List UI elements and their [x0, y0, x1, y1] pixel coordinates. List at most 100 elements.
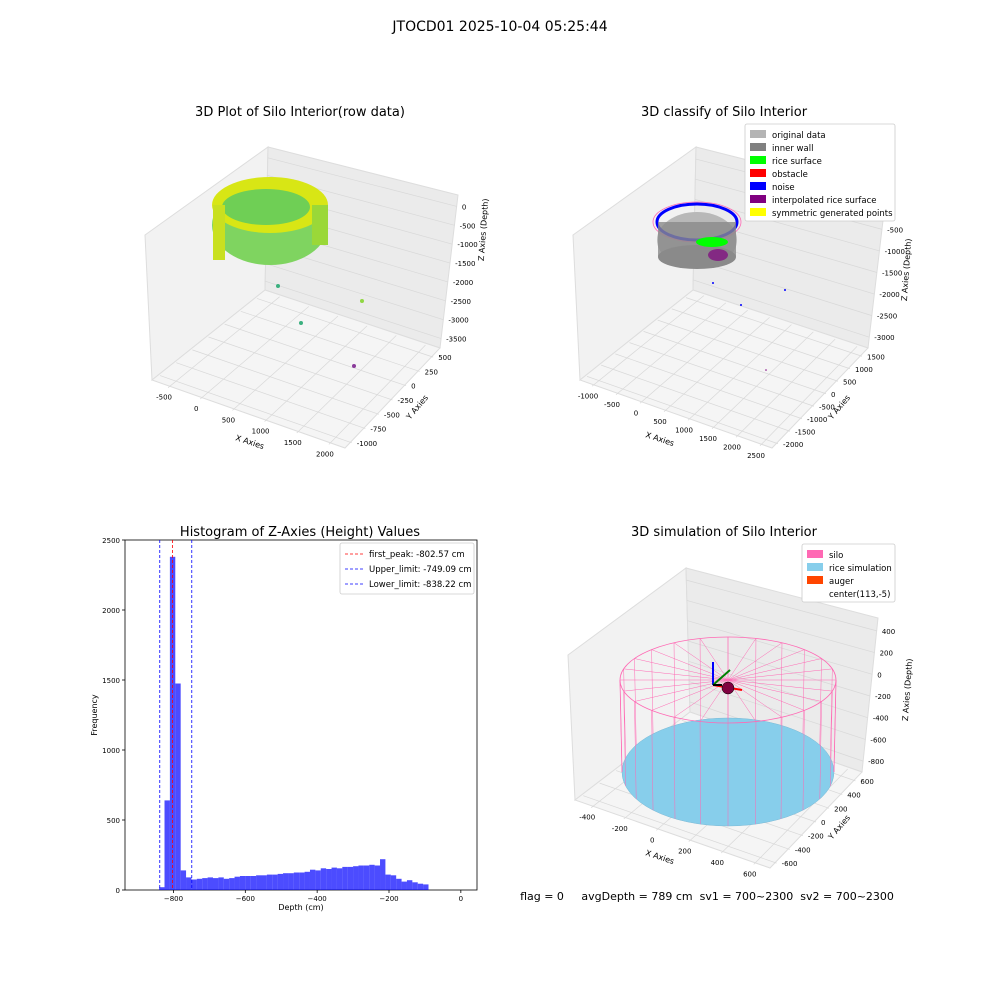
histogram-bar [207, 877, 213, 890]
panel2-x-label: X Axies [644, 430, 675, 448]
panel3-y-label: Frequency [90, 694, 99, 736]
x-tick-label: 400 [711, 859, 724, 867]
y-tick-label: -200 [808, 833, 824, 841]
histogram-bar [191, 879, 197, 890]
svg-text:rice simulation: rice simulation [829, 564, 892, 574]
panel1-outlier-point [276, 284, 280, 288]
histogram-bar [159, 887, 165, 890]
svg-text:Upper_limit: -749.09 cm: Upper_limit: -749.09 cm [369, 565, 472, 575]
histogram-bar [385, 874, 391, 890]
histogram-bar [245, 876, 251, 890]
legend-entry: noise [750, 182, 795, 193]
histogram-bar [293, 872, 300, 890]
histogram-bar [223, 878, 230, 890]
legend-entry: obstacle [750, 169, 808, 180]
y-tick-label: -750 [370, 426, 386, 434]
histogram-bar [266, 874, 273, 890]
panel1-outlier-point [352, 364, 356, 368]
panel2-title: 3D classify of Silo Interior [641, 105, 808, 120]
svg-text:original data: original data [772, 131, 826, 141]
panel2-legend: original data inner wall rice surface obsta… [744, 123, 896, 222]
y-tick-label: 0 [831, 391, 835, 399]
histogram-bar [412, 882, 418, 890]
z-tick-label: 0 [877, 671, 881, 679]
panel4-x-ticks: -400 -200 0 200 400 600 [579, 814, 756, 879]
svg-text:obstacle: obstacle [772, 170, 808, 180]
histogram-bar [353, 866, 359, 890]
x-tick-label: 200 [678, 848, 691, 856]
svg-text:center(113,-5): center(113,-5) [829, 590, 890, 600]
x-tick-label: −400 [308, 895, 327, 903]
histogram-bar [401, 881, 407, 890]
y-tick-label: 250 [425, 368, 438, 376]
histogram-bar [423, 884, 429, 890]
histogram-bar [239, 876, 246, 890]
histogram-bar [417, 883, 424, 890]
svg-text:noise: noise [772, 183, 795, 193]
panel2-data-points [652, 201, 786, 371]
y-tick-label: 600 [860, 778, 873, 786]
z-tick-label: -1500 [455, 260, 475, 268]
y-tick-label: -250 [398, 397, 414, 405]
y-tick-label: 500 [438, 354, 451, 362]
histogram-bar [218, 877, 224, 890]
histogram-bar [180, 870, 187, 890]
histogram-bar [342, 866, 348, 890]
y-tick-label: -500 [819, 403, 835, 411]
legend-entry: first_peak: -802.57 cm [345, 550, 465, 560]
panel3-x-ticks: −800 −600 −400 −200 0 [164, 890, 463, 903]
y-tick-label: 0 [411, 383, 415, 391]
histogram-bar [272, 874, 278, 890]
y-tick-label: 500 [843, 378, 856, 386]
histogram-bar [283, 873, 289, 890]
panel3-legend: first_peak: -802.57 cm Upper_limit: -749.… [339, 542, 475, 595]
histogram-bar [358, 865, 364, 890]
z-tick-label: -500 [887, 226, 903, 234]
panel1-outlier-point [360, 299, 364, 303]
y-tick-label: -600 [782, 860, 798, 868]
svg-text:Lower_limit: -838.22 cm: Lower_limit: -838.22 cm [369, 580, 471, 590]
legend-entry: inner wall [750, 143, 813, 154]
legend-entry: silo [807, 550, 843, 561]
y-tick-label: -400 [795, 846, 811, 854]
y-tick-label: -2000 [783, 441, 803, 449]
x-tick-label: 1000 [675, 426, 693, 434]
x-tick-label: −600 [236, 895, 255, 903]
panel4-auger [712, 662, 743, 695]
panel3-bars [159, 556, 429, 890]
histogram-bar [277, 873, 284, 890]
histogram-bar [380, 859, 386, 890]
histogram-bar [186, 877, 192, 890]
svg-text:silo: silo [829, 551, 843, 561]
svg-text:first_peak: -802.57 cm: first_peak: -802.57 cm [369, 550, 465, 560]
x-tick-label: 0 [650, 836, 654, 844]
x-tick-label: -500 [156, 394, 172, 402]
svg-text:inner wall: inner wall [772, 144, 813, 154]
z-tick-label: 200 [880, 650, 893, 658]
histogram-bar [406, 880, 413, 890]
panel1-x-ticks: -500 0 500 1000 1500 2000 [156, 394, 334, 459]
panel-classify: 3D classify of Silo Interior -1000-50005… [572, 105, 913, 460]
panel3-plot-area [124, 539, 478, 891]
histogram-bar [336, 868, 343, 890]
histogram-bar [202, 878, 208, 890]
x-tick-label: 0 [194, 405, 198, 413]
panel-simulation: 3D simulation of Silo Interior -400 -200 0… [567, 525, 914, 879]
z-tick-label: -2000 [879, 291, 899, 299]
panel3-x-label: Depth (cm) [278, 903, 323, 912]
panel2-axes-box [572, 146, 887, 449]
legend-entry: original data [750, 130, 826, 141]
histogram-bar [363, 865, 370, 890]
panel1-z-label: Z Axies (Depth) [477, 198, 490, 261]
y-tick-label: 0 [821, 819, 825, 827]
legend-entry: symmetric generated points [750, 208, 893, 219]
z-tick-label: -200 [875, 693, 891, 701]
histogram-bar [331, 867, 337, 890]
panel4-y-label: Y Axies [826, 813, 852, 842]
z-tick-label: 0 [462, 203, 466, 211]
panel4-x-label: X Axies [644, 848, 675, 866]
z-tick-label: -3500 [446, 336, 466, 344]
